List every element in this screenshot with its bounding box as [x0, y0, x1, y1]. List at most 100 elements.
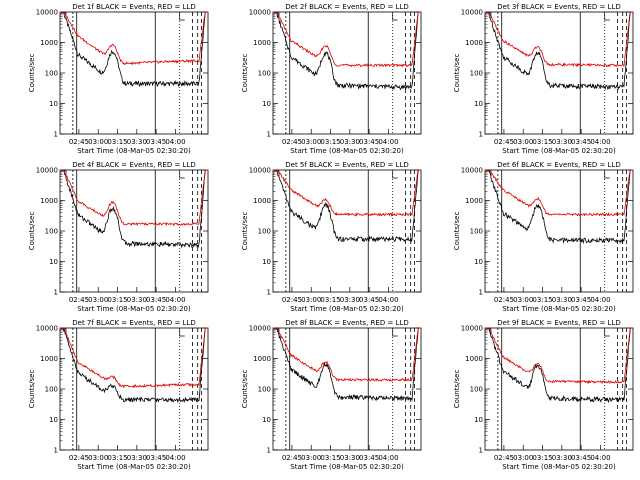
series-line-lld — [273, 169, 421, 218]
y-tick-label: 1 — [54, 131, 58, 139]
x-tick-label: 04:00 — [590, 454, 610, 462]
chart-panel-6: Det 6f BLACK = Events, RED = LLD 1 10 100 10… — [453, 161, 634, 313]
plot-frame — [484, 327, 634, 451]
y-tick-label: 1 — [479, 447, 483, 455]
x-tick-label: 03:30 — [127, 296, 147, 304]
segment-marker — [604, 329, 610, 337]
series-line-lld — [60, 327, 208, 389]
plot-frame — [59, 169, 209, 293]
series-line-events — [60, 327, 208, 404]
series-line-events — [273, 327, 421, 402]
x-tick-label: 02:45 — [69, 296, 89, 304]
x-tick-label: 03:15 — [107, 138, 127, 146]
x-tick-label: 03:00 — [301, 138, 321, 146]
x-tick-label: 03:30 — [340, 454, 360, 462]
x-tick-label: 03:30 — [552, 138, 572, 146]
y-tick-label: 1 — [54, 447, 58, 455]
chart-panel-7: Det 7f BLACK = Events, RED = LLD 1 10 100 10… — [28, 319, 209, 471]
series-line-events — [485, 11, 633, 91]
x-tick-label: 02:45 — [282, 296, 302, 304]
x-tick-label: 02:45 — [282, 454, 302, 462]
x-tick-label: 03:30 — [340, 296, 360, 304]
x-tick-label: 03:30 — [552, 454, 572, 462]
x-tick-label: 03:15 — [320, 138, 340, 146]
plot-frame — [272, 169, 422, 293]
chart-panel-4: Det 4f BLACK = Events, RED = LLD 1 10 100 10… — [28, 161, 209, 313]
x-tick-label: 02:45 — [494, 138, 514, 146]
plot-frame — [484, 169, 634, 293]
y-tick-label: 10000 — [36, 9, 58, 17]
series-line-events — [59, 11, 208, 88]
series-line-events — [273, 11, 421, 91]
x-tick-label: 03:30 — [127, 138, 147, 146]
x-tick-label: 04:00 — [165, 454, 185, 462]
chart-panel-3: Det 3f BLACK = Events, RED = LLD 1 10 100 10… — [453, 3, 634, 155]
y-tick-label: 10000 — [461, 325, 483, 333]
y-tick-label: 100 — [45, 228, 58, 236]
plot-frame — [59, 11, 209, 135]
y-tick-label: 100 — [258, 70, 271, 78]
x-tick-label: 02:45 — [69, 454, 89, 462]
y-tick-label: 1 — [54, 289, 58, 297]
x-tick-label: 03:45 — [359, 296, 379, 304]
series-line-events — [60, 169, 208, 249]
y-tick-label: 1000 — [465, 355, 483, 363]
x-tick-label: 02:45 — [494, 296, 514, 304]
y-tick-label: 10000 — [461, 167, 483, 175]
chart-panel-2: Det 2f BLACK = Events, RED = LLD 1 10 100 10… — [241, 3, 422, 155]
chart-panel-1: Det 1f BLACK = Events, RED = LLD 1 10 100 10… — [28, 3, 209, 155]
x-tick-label: 03:45 — [146, 138, 166, 146]
x-tick-label: 03:30 — [340, 138, 360, 146]
plot-frame — [272, 327, 422, 451]
y-tick-label: 10000 — [249, 325, 271, 333]
series-line-events — [485, 169, 633, 245]
y-tick-label: 1 — [267, 447, 271, 455]
x-tick-label: 03:45 — [571, 454, 591, 462]
segment-marker — [179, 171, 185, 179]
y-tick-label: 100 — [258, 386, 271, 394]
x-tick-label: 03:30 — [127, 454, 147, 462]
y-tick-label: 10 — [474, 258, 483, 266]
x-axis-label: Start Time (08-Mar-05 02:30:20) — [290, 463, 404, 471]
y-tick-label: 1 — [479, 289, 483, 297]
series-line-events — [485, 327, 633, 404]
x-tick-label: 03:00 — [88, 296, 108, 304]
x-tick-label: 03:00 — [301, 454, 321, 462]
y-tick-label: 1000 — [253, 39, 271, 47]
x-tick-label: 02:45 — [494, 454, 514, 462]
x-tick-label: 04:00 — [165, 296, 185, 304]
y-tick-label: 1 — [479, 131, 483, 139]
x-tick-label: 03:15 — [532, 454, 552, 462]
y-tick-label: 10 — [262, 100, 271, 108]
x-tick-label: 03:00 — [513, 138, 533, 146]
x-tick-label: 04:00 — [378, 454, 398, 462]
y-tick-label: 100 — [470, 386, 483, 394]
x-tick-label: 04:00 — [590, 138, 610, 146]
chart-title: Det 9f BLACK = Events, RED = LLD — [497, 319, 620, 327]
series-line-events — [273, 169, 421, 243]
y-axis-label: Counts/sec — [241, 370, 249, 409]
x-tick-label: 04:00 — [378, 138, 398, 146]
segment-marker — [179, 329, 185, 337]
segment-marker — [61, 328, 67, 334]
x-tick-label: 03:45 — [359, 138, 379, 146]
x-tick-label: 03:45 — [571, 138, 591, 146]
x-tick-label: 03:15 — [320, 454, 340, 462]
y-tick-label: 10 — [49, 100, 58, 108]
y-axis-label: Counts/sec — [28, 212, 36, 251]
x-tick-label: 03:00 — [88, 138, 108, 146]
segment-marker — [486, 170, 492, 176]
segment-marker — [392, 171, 398, 179]
y-tick-label: 10000 — [36, 167, 58, 175]
y-tick-label: 1000 — [40, 355, 58, 363]
chart-title: Det 7f BLACK = Events, RED = LLD — [72, 319, 195, 327]
plot-frame — [484, 11, 634, 135]
x-tick-label: 03:30 — [552, 296, 572, 304]
y-tick-label: 10 — [49, 258, 58, 266]
series-line-lld — [273, 11, 421, 68]
y-tick-label: 100 — [470, 228, 483, 236]
x-tick-label: 03:15 — [532, 138, 552, 146]
segment-marker — [61, 170, 67, 176]
y-tick-label: 100 — [470, 70, 483, 78]
